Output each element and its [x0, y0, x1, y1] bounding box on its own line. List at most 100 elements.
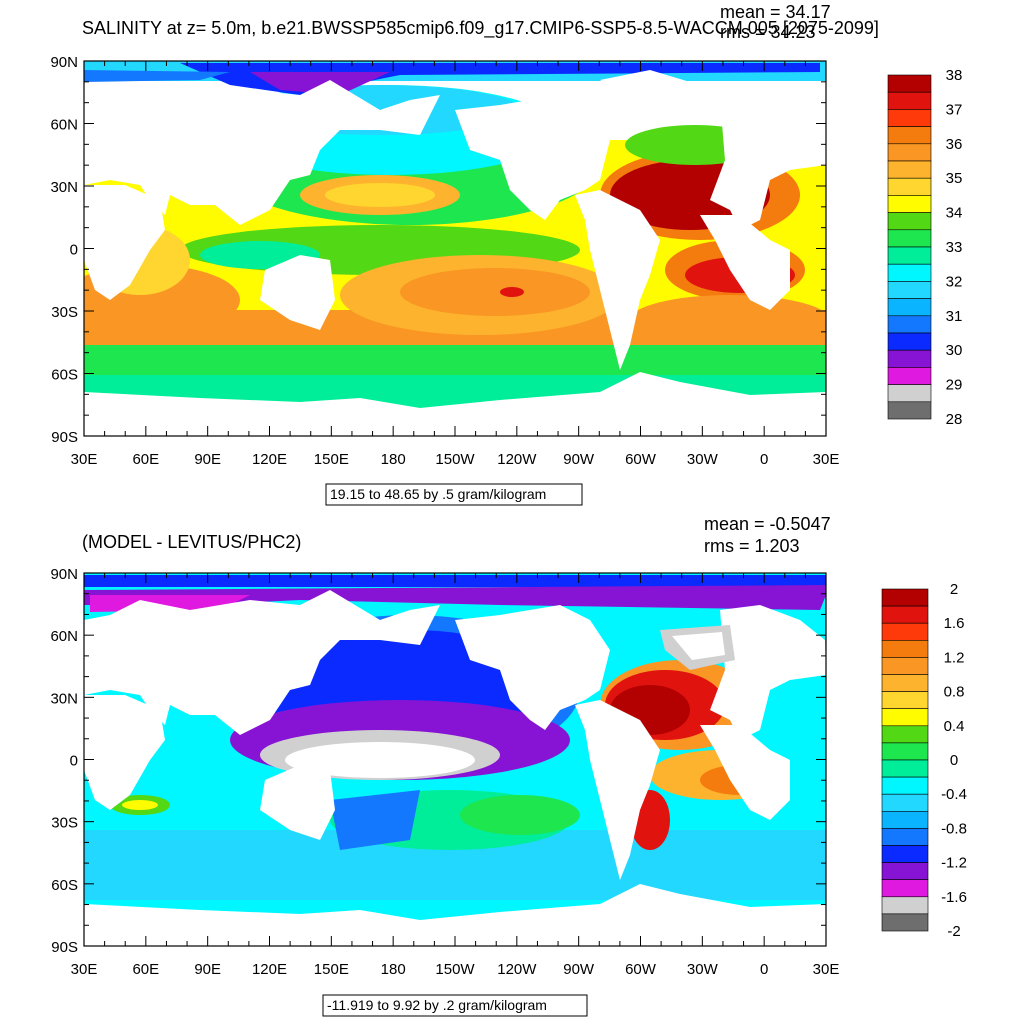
lon-label: 60W	[625, 961, 657, 978]
colorbar-label: 1.6	[944, 615, 965, 632]
contour-info-box-1	[325, 483, 583, 506]
colorbar-swatch	[881, 622, 929, 641]
colorbar-label: 34	[946, 205, 963, 222]
lon-label: 30E	[813, 961, 840, 978]
colorbar-label: 30	[946, 342, 963, 359]
colorbar-label: -2	[947, 923, 960, 940]
colorbar-label: 0.4	[944, 718, 965, 735]
colorbar-swatch	[887, 315, 932, 334]
colorbar-swatch	[881, 657, 929, 675]
colorbar-swatch	[887, 332, 932, 351]
lon-label: 150E	[314, 961, 349, 978]
colorbar-label: 35	[946, 170, 963, 187]
lon-label: 90E	[194, 961, 221, 978]
colorbar-swatch	[887, 74, 932, 93]
lon-label: 180	[381, 961, 406, 978]
lat-label: 30S	[51, 815, 78, 832]
panel1-mean: mean = 34.17	[720, 2, 831, 22]
lon-label: 30E	[813, 451, 840, 468]
colorbar-swatch	[887, 384, 932, 403]
lon-label: 0	[760, 961, 768, 978]
lon-label: 30E	[71, 451, 98, 468]
panel2-contour-info: -11.919 to 9.92 by .2 gram/kilogram	[327, 997, 547, 1013]
lat-label: 90S	[51, 939, 78, 956]
lon-label: 30W	[687, 961, 719, 978]
lon-label: 90E	[194, 451, 221, 468]
colorbar-label: -1.2	[941, 855, 967, 872]
colorbar-swatch	[887, 246, 932, 265]
colorbar-swatch	[881, 828, 929, 846]
colorbar-swatch	[881, 691, 929, 709]
lon-label: 150W	[435, 961, 475, 978]
colorbar-swatch	[887, 109, 932, 127]
colorbar-swatch	[881, 879, 929, 898]
colorbar-swatch	[881, 588, 929, 607]
lon-label: 90W	[563, 961, 595, 978]
colorbar-swatch	[881, 605, 929, 624]
colorbar-swatch	[881, 725, 929, 744]
lon-label: 0	[760, 451, 768, 468]
colorbar-swatch	[887, 160, 932, 179]
lon-label: 120W	[497, 451, 537, 468]
colorbar-label: 32	[946, 273, 963, 290]
colorbar-swatch	[887, 298, 932, 317]
colorbar-label: 28	[946, 411, 963, 428]
lon-label: 30E	[71, 961, 98, 978]
colorbar-swatch	[887, 91, 932, 110]
colorbar-swatch	[881, 896, 929, 915]
lat-label: 0	[70, 242, 78, 259]
lon-label: 150E	[314, 451, 349, 468]
colorbar-swatch	[887, 143, 932, 162]
colorbar-swatch	[881, 742, 929, 761]
colorbar-swatch	[887, 401, 932, 420]
colorbar-swatch	[881, 862, 929, 880]
lat-label: 30N	[50, 690, 78, 707]
colorbar-1: 38 37 36 35 34 33 32 31 30 29 28	[887, 67, 963, 428]
colorbar-label: -0.4	[941, 786, 967, 803]
lat-label: 0	[70, 753, 78, 770]
colorbar-label: 29	[946, 377, 963, 394]
colorbar-swatch	[887, 349, 932, 368]
map-panel-2	[84, 573, 826, 946]
colorbar-swatch	[887, 126, 932, 145]
lon-label: 90W	[563, 451, 595, 468]
lon-label: 120W	[497, 961, 537, 978]
colorbar-swatch	[881, 810, 929, 829]
colorbar-swatch	[881, 674, 929, 692]
lon-label: 60E	[132, 451, 159, 468]
colorbar-label: 37	[946, 101, 963, 118]
colorbar-label: 31	[946, 308, 963, 325]
axis-ticks-2: 90N 60N 30N 0 30S 60S 90S 30E 60E 90E 120E 150E 180 1…	[50, 566, 839, 978]
lat-label: 90N	[50, 566, 78, 583]
panel1-title: SALINITY at z= 5.0m, b.e21.BWSSP585cmip6…	[82, 18, 879, 38]
contour-info-box-2	[322, 994, 588, 1017]
colorbar-label: 2	[950, 581, 958, 598]
lat-label: 30N	[50, 179, 78, 196]
colorbar-label: 36	[946, 136, 963, 153]
lon-label: 120E	[252, 451, 287, 468]
lon-label: 150W	[435, 451, 475, 468]
colorbar-label: 33	[946, 239, 963, 256]
colorbar-swatch	[881, 793, 929, 812]
panel1-rms: rms = 34.23	[720, 22, 816, 42]
panel2-mean: mean = -0.5047	[704, 514, 831, 534]
colorbar-swatch	[881, 639, 929, 658]
lon-label: 60E	[132, 961, 159, 978]
colorbar-swatch	[881, 776, 929, 795]
colorbar-label: 0.8	[944, 684, 965, 701]
colorbar-label: 38	[946, 67, 963, 84]
lon-label: 180	[381, 451, 406, 468]
panel2-title: (MODEL - LEVITUS/PHC2)	[82, 532, 302, 552]
map-panel-1	[84, 61, 826, 436]
colorbar-swatch	[887, 229, 932, 248]
colorbar-swatch	[887, 177, 932, 196]
colorbar-label: -0.8	[941, 820, 967, 837]
colorbar-swatch	[881, 708, 929, 727]
panel1-contour-info: 19.15 to 48.65 by .5 gram/kilogram	[330, 486, 547, 502]
colorbar-swatch	[887, 212, 932, 231]
colorbar-swatch	[881, 759, 929, 778]
colorbar-swatch	[881, 913, 929, 932]
colorbar-swatch	[887, 367, 932, 385]
colorbar-2: 2 1.6 1.2 0.8 0.4 0 -0.4 -0.8 -1.2 -1.6 -2	[881, 581, 967, 940]
